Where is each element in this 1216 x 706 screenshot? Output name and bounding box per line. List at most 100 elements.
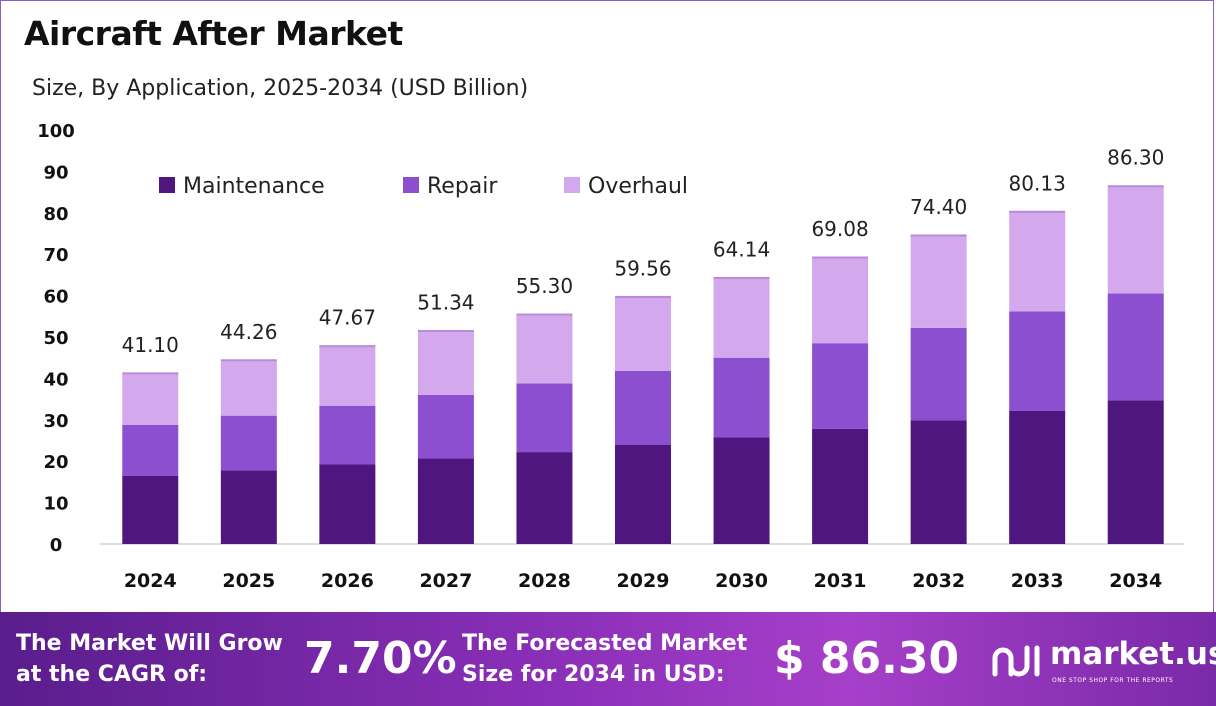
bar-top-edge [417,329,474,332]
x-tick-label: 2032 [912,570,965,592]
bar-segment-repair [417,394,474,459]
total-label: 47.67 [319,306,376,330]
x-tick-label: 2029 [617,570,670,592]
total-label: 55.30 [516,274,573,298]
legend-swatch-maintenance [159,177,175,193]
bar-top-edge [319,345,376,348]
bar-top-edge [1107,185,1164,188]
brand-name: market.us [1050,636,1216,672]
bar-top-edge [910,234,967,237]
x-tick-label: 2027 [419,570,472,592]
y-tick-label: 40 [43,369,68,390]
bar-segment-maintenance [910,420,967,544]
cagr-label: The Market Will Grow at the CAGR of: [16,628,283,690]
bar-segment-maintenance [516,452,573,544]
bar-segment-repair [1107,293,1164,401]
legend: Maintenance Repair Overhaul [159,174,688,199]
y-tick-label: 50 [43,328,68,349]
bar-segment-overhaul [220,360,277,416]
bar-segment-repair [713,357,770,438]
total-label: 86.30 [1107,146,1164,170]
bar-segment-overhaul [516,315,573,384]
bar-segment-repair [319,405,376,465]
footer-banner: The Market Will Grow at the CAGR of: 7.7… [0,612,1216,706]
bar-segment-maintenance [1009,410,1066,544]
total-label: 44.26 [220,320,277,344]
y-tick-label: 0 [50,535,63,556]
total-label: 74.40 [910,195,967,219]
bar-segment-overhaul [417,331,474,395]
legend-swatch-overhaul [564,177,580,193]
y-tick-label: 70 [43,245,68,266]
brand-logo: market.us ONE STOP SHOP FOR THE REPORTS [992,634,1216,694]
chart-title: Aircraft After Market [24,14,403,53]
total-label: 41.10 [122,333,179,357]
y-tick-label: 80 [43,204,68,225]
total-label: 80.13 [1009,171,1066,195]
bar-segment-maintenance [417,458,474,544]
bar-segment-repair [516,383,573,453]
x-tick-label: 2030 [715,570,768,592]
x-tick-label: 2034 [1109,570,1162,592]
total-label: 59.56 [614,256,671,280]
bar-segment-maintenance [122,475,179,544]
brand-tagline: ONE STOP SHOP FOR THE REPORTS [1052,677,1174,684]
bar-segment-overhaul [1107,186,1164,294]
bar-segment-repair [812,343,869,429]
total-labels: 41.10 44.26 47.67 51.34 55.30 59.56 64.14 69.08… [122,146,1165,357]
bar-top-edge [516,313,573,316]
cagr-label-line2: at the CAGR of: [16,662,208,687]
legend-label-overhaul: Overhaul [588,174,688,199]
legend-label-repair: Repair [427,174,498,199]
bar-segment-overhaul [1009,212,1066,312]
cagr-value: 7.70% [304,633,457,684]
bar-top-edge [713,276,770,279]
forecast-value: $ 86.30 [774,633,960,684]
bar-segment-overhaul [122,373,179,425]
x-tick-label: 2031 [814,570,867,592]
bar-segment-maintenance [220,470,277,544]
bar-top-edge [1009,210,1066,213]
legend-swatch-repair [403,177,419,193]
x-tick-label: 2024 [124,570,177,592]
legend-label-maintenance: Maintenance [183,174,325,199]
y-tick-label: 60 [43,287,68,308]
bar-top-edge [615,295,671,298]
y-tick-label: 90 [43,162,68,183]
forecast-label-line1: The Forecasted Market [462,631,748,656]
chart-subtitle: Size, By Application, 2025-2034 (USD Bil… [32,76,529,101]
bar-segment-repair [615,370,671,445]
bars [122,185,1164,544]
bar-segment-overhaul [713,278,770,358]
bar-top-edge [812,256,869,259]
bar-segment-repair [220,415,277,471]
total-label: 51.34 [417,290,474,314]
y-tick-label: 20 [43,452,68,473]
bar-top-edge [122,372,179,375]
y-tick-label: 30 [43,411,68,432]
bar-top-edge [220,359,277,362]
bar-segment-maintenance [615,444,671,544]
bar-segment-overhaul [319,346,376,406]
total-label: 69.08 [811,217,868,241]
bar-segment-maintenance [319,464,376,544]
bar-segment-overhaul [615,297,671,371]
bar-segment-overhaul [910,235,967,328]
x-axis: 2024 2025 2026 2027 2028 2029 2030 2031 2032 2033… [124,570,1162,592]
bar-segment-maintenance [812,428,869,544]
y-tick-label: 10 [43,494,68,515]
x-tick-label: 2028 [518,570,571,592]
cagr-label-line1: The Market Will Grow [16,631,283,656]
forecast-label-line2: Size for 2034 in USD: [462,662,725,687]
forecast-label: The Forecasted Market Size for 2034 in U… [462,628,747,690]
bar-segment-maintenance [713,437,770,544]
bar-segment-repair [1009,311,1066,411]
bar-segment-repair [122,424,179,476]
x-tick-label: 2033 [1011,570,1064,592]
bar-segment-repair [910,327,967,421]
bar-segment-overhaul [812,258,869,344]
total-label: 64.14 [713,237,770,261]
y-tick-label: 100 [37,121,75,142]
y-axis: 0 10 20 30 40 50 60 70 80 90 100 [37,121,75,556]
